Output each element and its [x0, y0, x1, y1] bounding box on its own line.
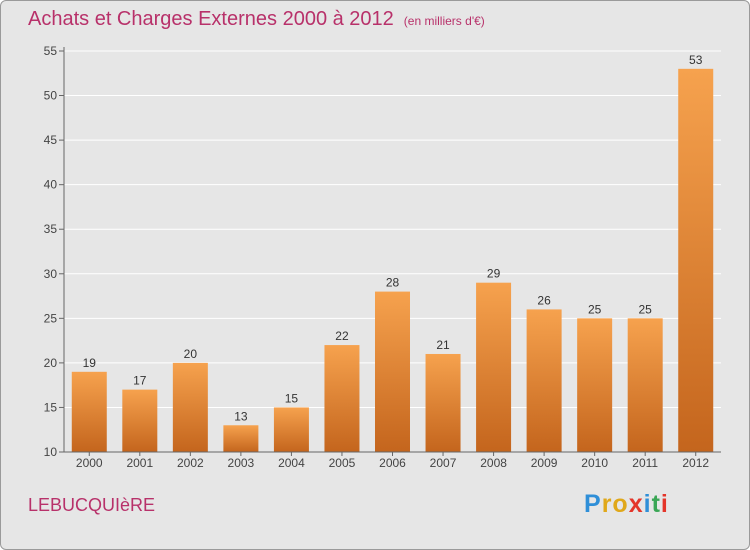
x-tick-label: 2012 [682, 456, 709, 470]
x-tick-label: 2005 [329, 456, 356, 470]
bar-value-label: 13 [234, 409, 248, 423]
bar [678, 68, 714, 453]
brand-letter: i [643, 490, 652, 518]
brand-letter: r [601, 490, 613, 518]
y-tick-label: 45 [44, 133, 58, 147]
bar-value-label: 22 [335, 329, 349, 343]
y-tick-label: 10 [44, 445, 58, 459]
bar [375, 291, 410, 452]
brand-letter: x [628, 490, 644, 518]
x-tick-label: 2006 [379, 456, 406, 470]
bar-value-label: 25 [639, 302, 653, 316]
bar [425, 353, 461, 452]
chart-unit-note: (en milliers d'€) [403, 14, 485, 28]
bar-value-label: 53 [689, 53, 703, 67]
y-tick-label: 50 [44, 89, 58, 103]
chart-title-text: Achats et Charges Externes 2000 à 2012 [28, 8, 394, 30]
bar [526, 309, 562, 452]
brand-letter: i [660, 490, 669, 518]
bar-value-label: 26 [537, 293, 551, 307]
x-tick-label: 2010 [581, 456, 608, 470]
y-tick-label: 40 [44, 178, 58, 192]
y-tick-label: 25 [44, 311, 58, 325]
chart-title: Achats et Charges Externes 2000 à 2012 (e… [28, 8, 485, 31]
bar-value-label: 25 [588, 302, 602, 316]
brand-letter: P [584, 490, 602, 518]
bar [71, 371, 107, 452]
y-tick-label: 20 [44, 356, 58, 370]
brand-letter: t [651, 490, 661, 518]
bar-value-label: 20 [184, 347, 198, 361]
bar [627, 318, 663, 452]
bar [324, 345, 360, 452]
bar-value-label: 28 [386, 276, 400, 290]
y-tick-label: 55 [44, 44, 58, 58]
bar-value-label: 17 [133, 374, 147, 388]
x-tick-label: 2003 [228, 456, 255, 470]
y-tick-label: 15 [44, 400, 58, 414]
x-tick-label: 2011 [632, 456, 658, 470]
x-tick-label: 2001 [126, 456, 153, 470]
x-tick-label: 2000 [76, 456, 103, 470]
bar [577, 318, 613, 452]
bar [122, 389, 158, 452]
bar-value-label: 15 [285, 391, 299, 405]
y-tick-label: 35 [44, 222, 58, 236]
bar-value-label: 19 [83, 356, 97, 370]
bar [273, 407, 309, 452]
x-tick-label: 2002 [177, 456, 204, 470]
bar-value-label: 21 [436, 338, 450, 352]
proxiti-logo: Proxiti [584, 490, 669, 519]
brand-letter: o [612, 490, 629, 518]
bar [223, 425, 259, 452]
x-tick-label: 2009 [531, 456, 558, 470]
bar [172, 362, 208, 452]
x-tick-label: 2004 [278, 456, 305, 470]
x-tick-label: 2007 [430, 456, 457, 470]
bar-value-label: 29 [487, 267, 501, 281]
bar [476, 282, 512, 452]
x-tick-label: 2008 [480, 456, 507, 470]
y-tick-label: 30 [44, 267, 58, 281]
commune-name: LEBUCQUIèRE [28, 495, 156, 515]
